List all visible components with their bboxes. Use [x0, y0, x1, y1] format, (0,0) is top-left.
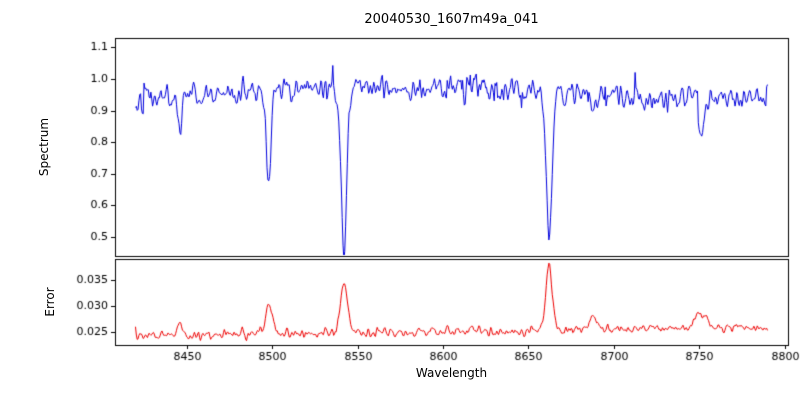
- wavelength-axis-label: Wavelength: [415, 366, 488, 380]
- chart-title: 20040530_1607m49a_041: [364, 12, 539, 27]
- error-axis-label: Error: [43, 287, 57, 317]
- spectrum-axis-label: Spectrum: [37, 117, 51, 177]
